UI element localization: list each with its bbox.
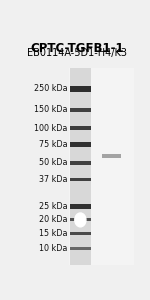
FancyBboxPatch shape xyxy=(70,108,91,112)
FancyBboxPatch shape xyxy=(70,161,91,165)
FancyBboxPatch shape xyxy=(70,247,91,250)
FancyBboxPatch shape xyxy=(70,86,91,92)
FancyBboxPatch shape xyxy=(70,126,91,130)
Text: 25 kDa: 25 kDa xyxy=(39,202,68,211)
Text: 150 kDa: 150 kDa xyxy=(34,105,68,114)
FancyBboxPatch shape xyxy=(70,204,91,209)
FancyBboxPatch shape xyxy=(70,232,91,235)
Text: CPTC-TGFB1-1: CPTC-TGFB1-1 xyxy=(30,42,124,55)
Ellipse shape xyxy=(75,213,86,227)
Text: 20 kDa: 20 kDa xyxy=(39,215,68,224)
Text: 37 kDa: 37 kDa xyxy=(39,175,68,184)
Text: 250 kDa: 250 kDa xyxy=(34,85,68,94)
FancyBboxPatch shape xyxy=(70,218,91,221)
Text: 75 kDa: 75 kDa xyxy=(39,140,68,149)
FancyBboxPatch shape xyxy=(70,142,91,147)
Text: 50 kDa: 50 kDa xyxy=(39,158,68,167)
FancyBboxPatch shape xyxy=(70,178,91,182)
Text: 100 kDa: 100 kDa xyxy=(34,124,68,133)
Text: EB0114A-5D1-H4/K3: EB0114A-5D1-H4/K3 xyxy=(27,47,127,58)
FancyBboxPatch shape xyxy=(70,68,91,265)
Text: 15 kDa: 15 kDa xyxy=(39,229,68,238)
Text: 10 kDa: 10 kDa xyxy=(39,244,68,253)
FancyBboxPatch shape xyxy=(102,154,121,158)
FancyBboxPatch shape xyxy=(69,68,134,265)
